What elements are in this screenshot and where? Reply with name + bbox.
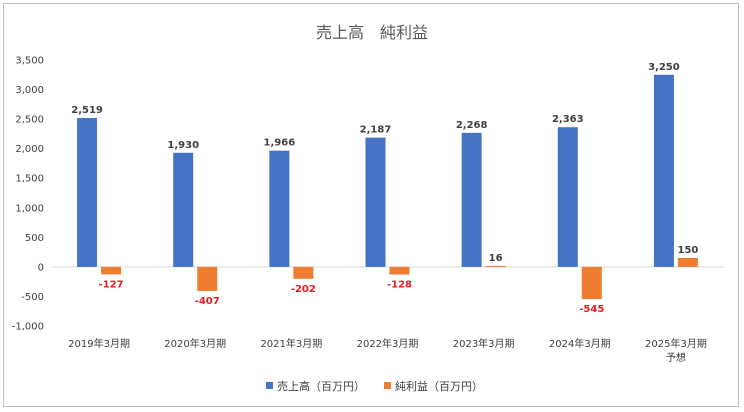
data-label-net-income: 150 — [677, 245, 698, 256]
bar-sales — [269, 150, 290, 267]
legend-label: 純利益（百万円） — [395, 379, 483, 393]
data-label-sales: 2,268 — [456, 120, 488, 131]
chart-frame: 売上高 純利益 -1,000 -500 0 500 1,000 1,500 2,000 2,5… — [3, 3, 739, 407]
legend: 売上高（百万円） 純利益（百万円） — [266, 379, 483, 393]
y-tick-label: -1,000 — [12, 322, 44, 333]
x-tick-label: 2019年3月期 — [68, 337, 130, 350]
data-label-sales: 1,966 — [264, 138, 296, 149]
bar-sales — [173, 152, 194, 267]
bar-sales — [461, 132, 482, 267]
y-tick-label: -500 — [21, 292, 44, 303]
data-label-sales: 2,363 — [552, 114, 584, 125]
data-label-net-income: -545 — [579, 304, 604, 315]
data-label-net-income: -407 — [195, 296, 220, 307]
x-tick-label: 2021年3月期 — [260, 337, 322, 350]
data-label-sales: 2,187 — [360, 125, 392, 136]
bar-chart: 売上高 純利益 -1,000 -500 0 500 1,000 1,500 2,000 2,5… — [12, 23, 724, 393]
data-label-sales: 1,930 — [167, 140, 199, 151]
x-axis: 2019年3月期 2020年3月期 2021年3月期 2022年3月期 2023年3月期… — [51, 266, 724, 364]
data-label-net-income: -202 — [291, 284, 316, 295]
x-tick-label: 2025年3月期予想 — [645, 337, 707, 364]
bar-net-income — [389, 266, 410, 275]
data-label-net-income: 16 — [489, 253, 503, 264]
y-tick-label: 0 — [38, 262, 44, 273]
data-labels: 2,519 -127 1,930 -407 1,966 -202 2,187 -128 2,26… — [71, 62, 698, 315]
y-tick-label: 2,500 — [15, 115, 44, 126]
y-tick-label: 1,000 — [15, 203, 44, 214]
legend-swatch — [384, 382, 391, 389]
x-tick-label: 2024年3月期 — [549, 337, 611, 350]
x-tick-label: 2023年3月期 — [453, 337, 515, 350]
y-tick-label: 500 — [25, 233, 44, 244]
y-tick-label: 3,000 — [15, 85, 44, 96]
x-tick-label: 2022年3月期 — [357, 337, 419, 350]
bar-sales — [365, 137, 386, 267]
bar-net-income — [485, 265, 506, 267]
legend-label: 売上高（百万円） — [277, 379, 365, 393]
y-tick-label: 2,000 — [15, 144, 44, 155]
data-label-net-income: -127 — [99, 279, 124, 290]
bar-sales — [557, 127, 578, 267]
y-tick-label: 1,500 — [15, 174, 44, 185]
bar-sales — [77, 117, 98, 267]
bar-net-income — [677, 258, 698, 267]
y-tick-label: 3,500 — [15, 56, 44, 67]
data-label-sales: 3,250 — [648, 62, 680, 73]
y-axis: -1,000 -500 0 500 1,000 1,500 2,000 2,500 3,000 3… — [12, 56, 44, 333]
legend-swatch — [266, 382, 273, 389]
bar-net-income — [293, 266, 314, 279]
bars — [77, 74, 698, 300]
chart-title: 売上高 純利益 — [316, 23, 428, 42]
bar-net-income — [581, 266, 602, 300]
bar-net-income — [197, 266, 218, 291]
data-label-sales: 2,519 — [71, 105, 103, 116]
bar-sales — [653, 74, 674, 267]
bar-net-income — [101, 266, 122, 275]
x-tick-label: 2020年3月期 — [164, 337, 226, 350]
data-label-net-income: -128 — [387, 279, 412, 290]
